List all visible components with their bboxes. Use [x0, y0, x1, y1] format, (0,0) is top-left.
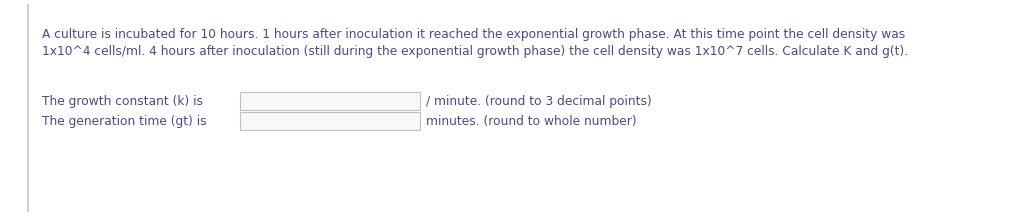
Bar	[240, 92, 420, 110]
Text: A culture is incubated for 10 hours. 1 hours after inoculation it reached the ex: A culture is incubated for 10 hours. 1 h…	[42, 28, 905, 41]
Text: The generation time (gt) is: The generation time (gt) is	[42, 115, 207, 128]
Text: The growth constant (k) is: The growth constant (k) is	[42, 95, 203, 108]
Text: / minute. (round to 3 decimal points): / minute. (round to 3 decimal points)	[426, 95, 652, 108]
Text: minutes. (round to whole number): minutes. (round to whole number)	[426, 115, 637, 128]
Text: 1x10^4 cells/ml. 4 hours after inoculation (still during the exponential growth : 1x10^4 cells/ml. 4 hours after inoculati…	[42, 45, 908, 58]
Bar	[240, 112, 420, 130]
